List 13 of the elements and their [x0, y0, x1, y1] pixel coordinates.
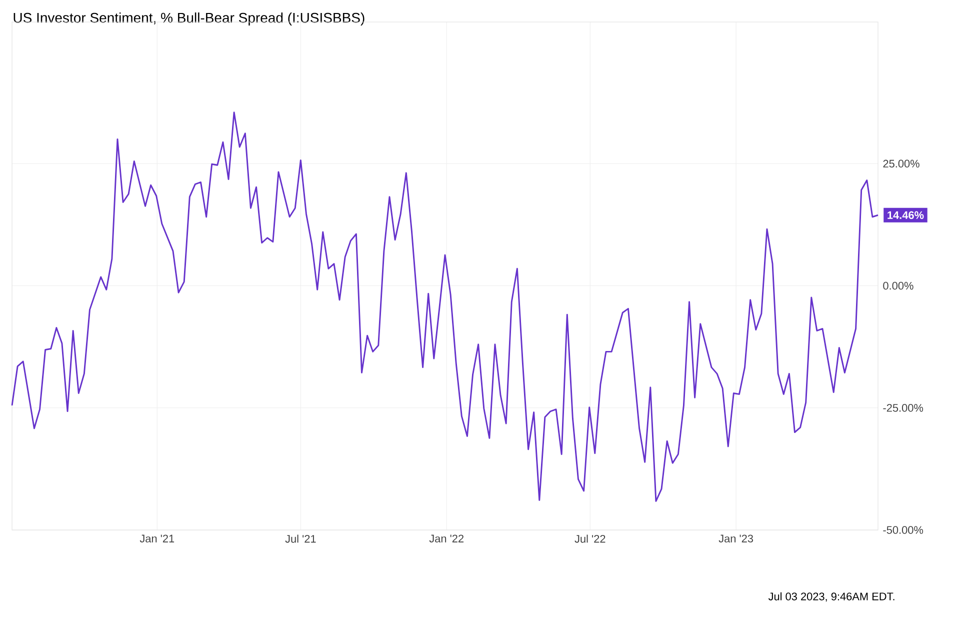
x-tick-label: Jan '23: [718, 534, 754, 542]
x-tick-label: Jul '22: [574, 534, 606, 543]
y-tick-label: -50.00%: [883, 526, 924, 534]
y-tick-label: 0.00%: [883, 282, 914, 290]
x-tick-label: Jan '21: [140, 534, 174, 542]
text: Jul 03 2023, 9:46AM EDT.: [768, 592, 894, 602]
annotation: 14.46%: [888, 211, 924, 219]
x-tick-label: Jul '21: [285, 534, 316, 543]
chart-title: US Investor Sentiment, % Bull-Bear Spread (I:USISBBS): [14, 12, 364, 26]
line-series: [11, 112, 879, 502]
y-tick-label: -25.00%: [883, 404, 924, 412]
x-tick-label: Jan '22: [429, 534, 464, 542]
y-tick-label: 25.00%: [883, 160, 920, 168]
